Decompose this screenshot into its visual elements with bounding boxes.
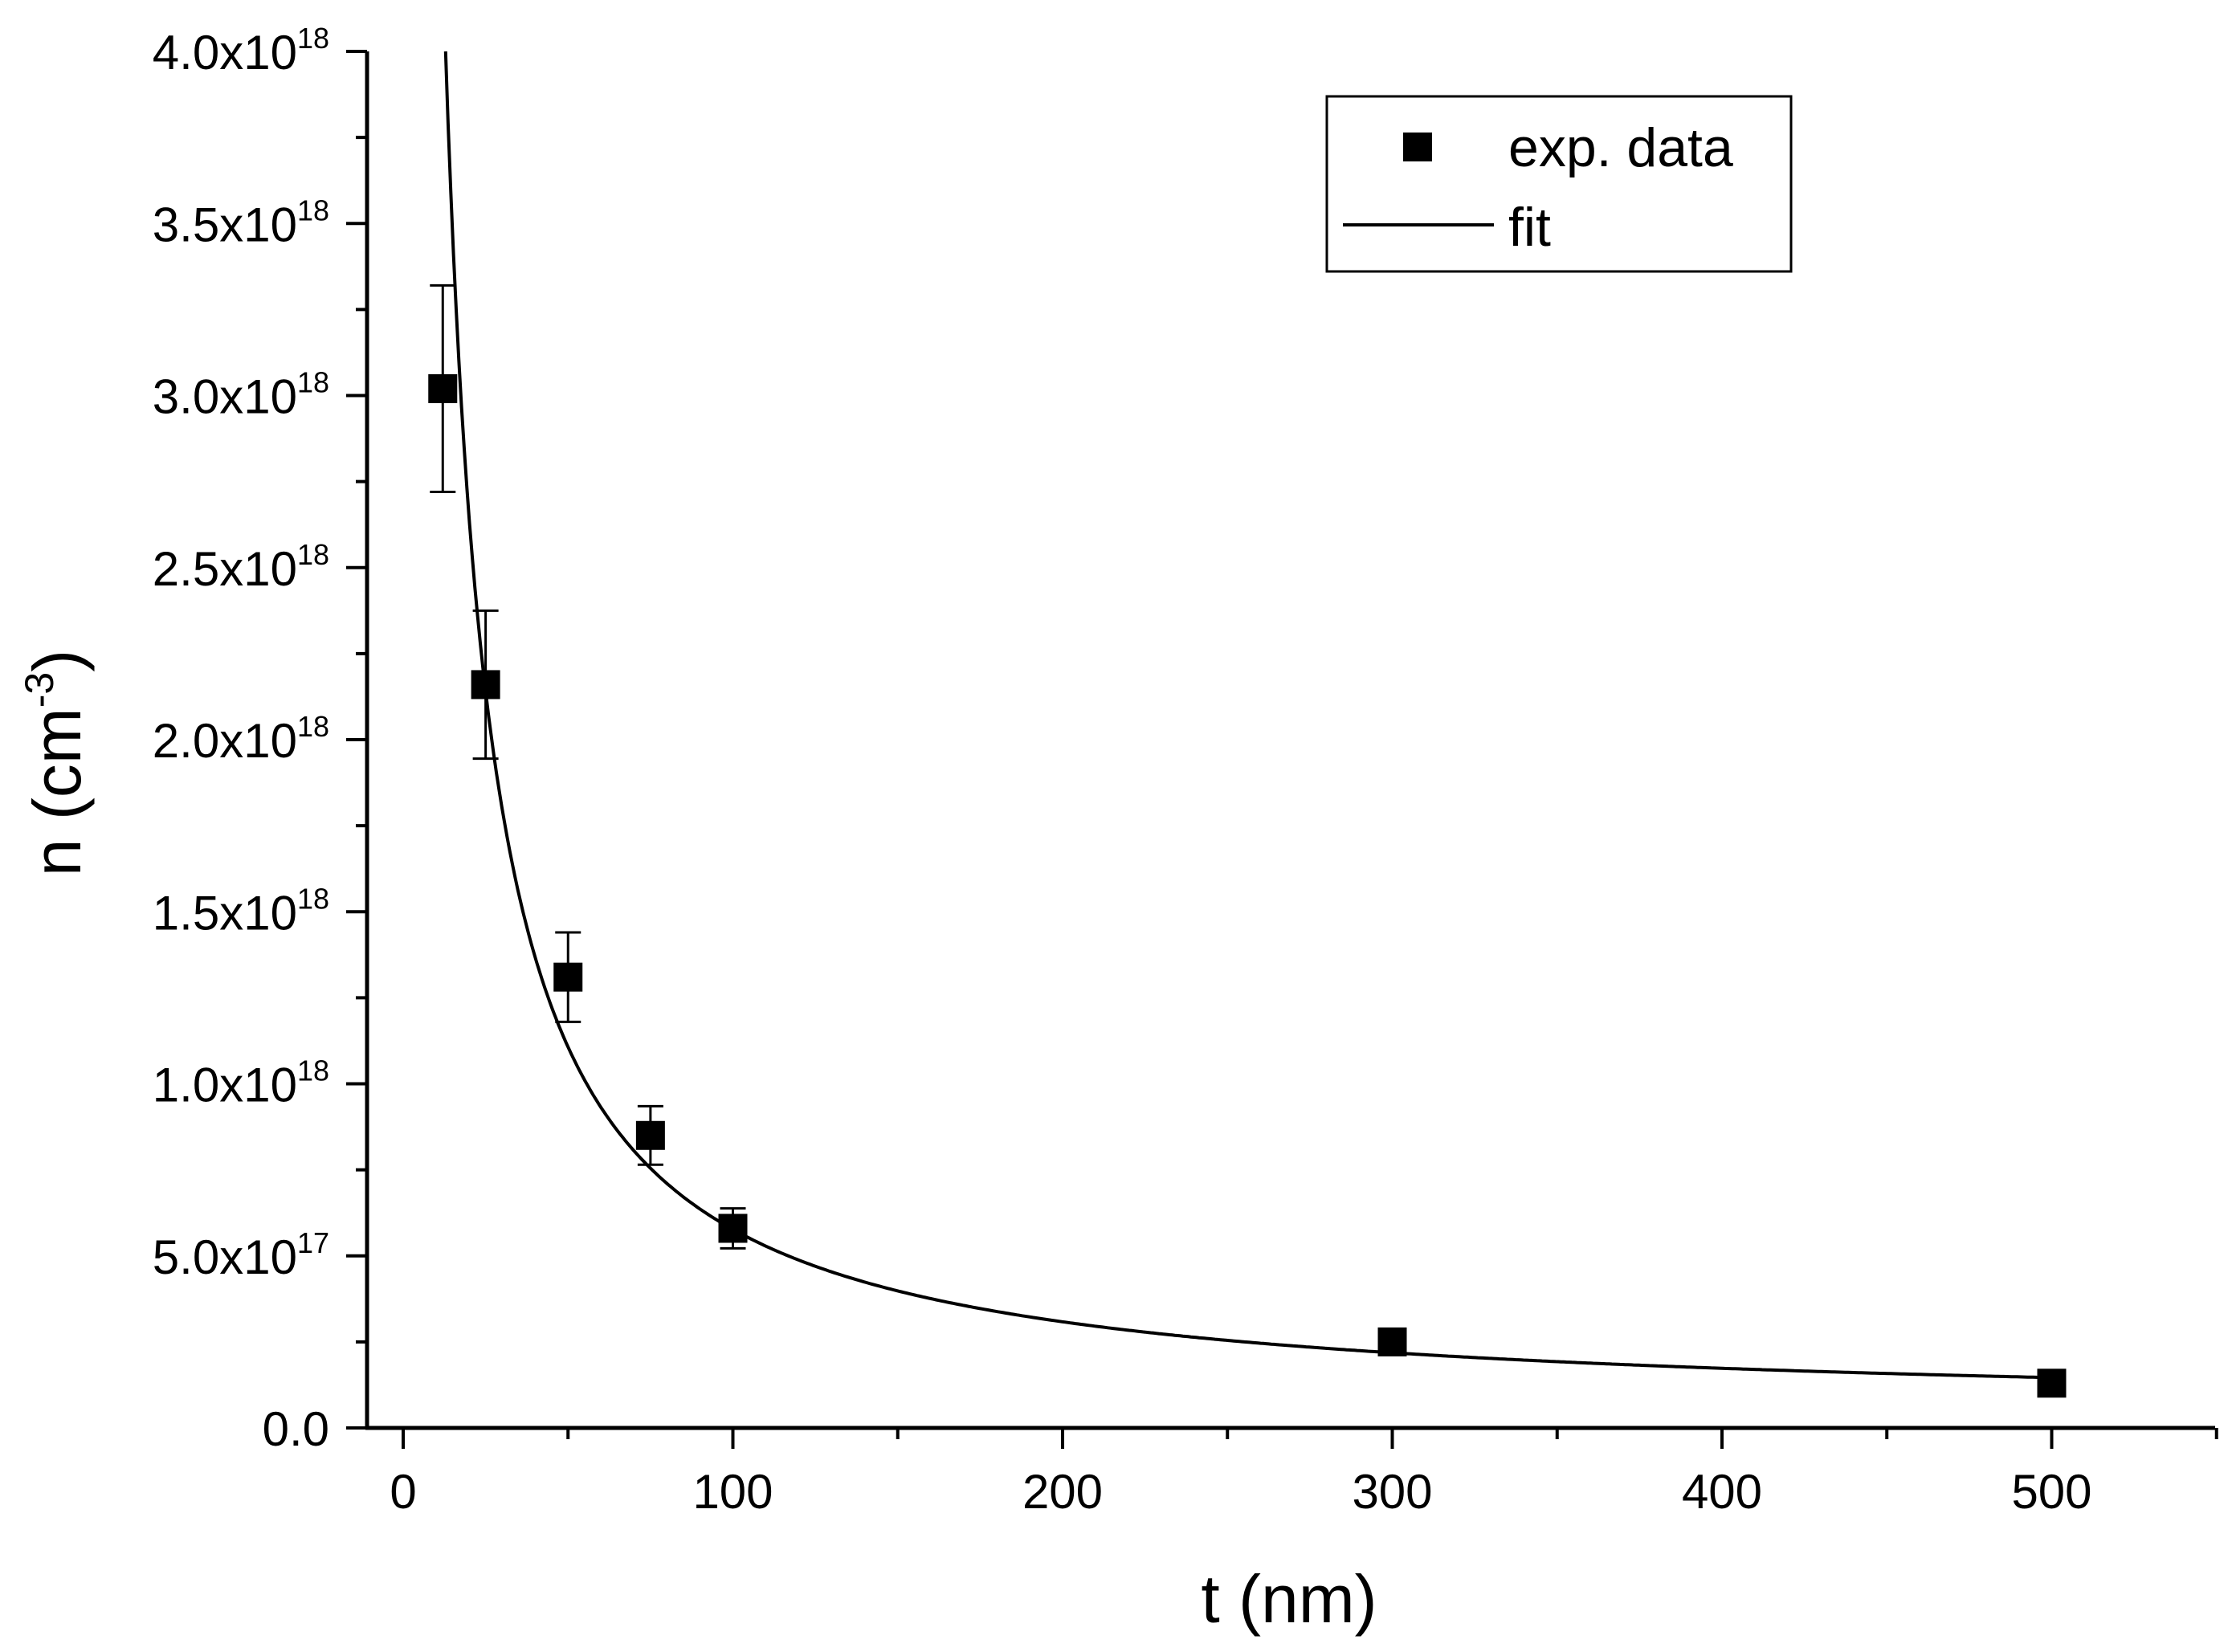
data-markers <box>428 373 2067 1398</box>
y-tick-label: 3.0x1018 <box>153 366 329 424</box>
y-tick-label: 3.5x1018 <box>153 194 329 251</box>
data-point <box>635 1120 665 1150</box>
y-tick-labels: 0.0 5.0x1017 1.0x1018 1.5x1018 2.0x1018 2.5x1… <box>153 22 329 1456</box>
y-tick-label: 0.0 <box>263 1402 329 1456</box>
data-point <box>428 373 458 403</box>
legend-marker-exp-data <box>1403 133 1432 161</box>
x-tick-label: 100 <box>692 1465 773 1519</box>
y-axis-title-base: n (cm <box>19 708 95 876</box>
y-tick-label: 4.0x1018 <box>153 22 329 80</box>
error-bars <box>430 283 746 1250</box>
data-point <box>2037 1369 2067 1398</box>
data-point <box>471 670 500 700</box>
data-point <box>1377 1327 1407 1356</box>
y-tick-label: 1.0x1018 <box>153 1054 329 1112</box>
x-tick-labels: 0 100 200 300 400 500 <box>390 1465 2091 1519</box>
x-tick-label: 300 <box>1352 1465 1432 1519</box>
data-point <box>553 962 583 992</box>
legend: exp. data fit <box>1325 95 1793 273</box>
y-tick-label: 5.0x1017 <box>153 1226 329 1284</box>
fit-line <box>443 51 2052 1380</box>
legend-box <box>1325 95 1793 273</box>
x-tick-label: 500 <box>2011 1465 2091 1519</box>
axes <box>365 51 2215 1430</box>
y-axis-title-close: ) <box>19 650 95 672</box>
ticks <box>346 50 2218 1449</box>
x-tick-label: 200 <box>1022 1465 1103 1519</box>
y-tick-label: 1.5x1018 <box>153 882 329 940</box>
x-axis-title: t (nm) <box>1201 1561 1377 1637</box>
legend-label-fit: fit <box>1508 197 1551 258</box>
x-tick-label: 0 <box>390 1465 416 1519</box>
x-tick-label: 400 <box>1682 1465 1762 1519</box>
y-axis-title-exponent: -3 <box>17 672 62 708</box>
y-tick-label: 2.0x1018 <box>153 710 329 768</box>
data-point <box>718 1214 748 1243</box>
legend-label-exp-data: exp. data <box>1508 117 1733 178</box>
y-axis-title: n (cm-3) <box>17 650 95 876</box>
y-tick-label: 2.5x1018 <box>153 538 329 596</box>
